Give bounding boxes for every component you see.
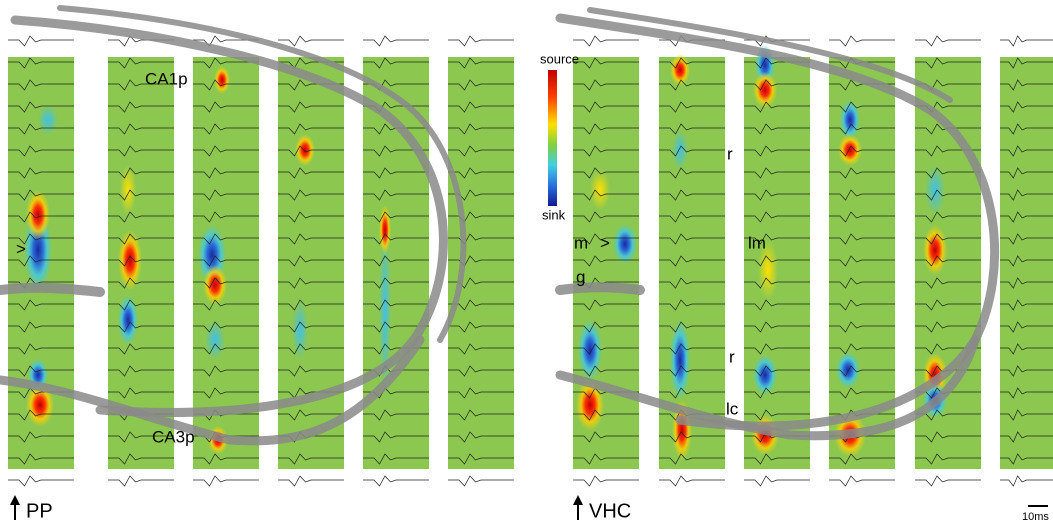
trace [659, 476, 725, 486]
csd-blob [118, 295, 138, 345]
region-label: CA1p [145, 69, 188, 88]
scale-label: 10ms [1022, 511, 1049, 523]
trace [829, 36, 895, 46]
trace [448, 476, 514, 486]
csd-blob [578, 320, 602, 380]
trace [573, 476, 639, 486]
colorbar-bottom: sink [542, 207, 566, 222]
trace [1000, 476, 1053, 486]
layer-label: lm [748, 233, 766, 252]
stimulus-label: VHC [589, 500, 631, 522]
csd-blob [38, 105, 58, 135]
trace [278, 36, 344, 46]
csd-column [448, 57, 514, 469]
csd-blob [838, 134, 862, 166]
trace [193, 476, 259, 486]
trace [915, 36, 981, 46]
trace [744, 476, 810, 486]
trace [1000, 36, 1053, 46]
marker-label: > [16, 239, 26, 258]
trace [829, 476, 895, 486]
layer-label: m [574, 233, 588, 252]
csd-blob [292, 300, 308, 360]
trace [363, 36, 429, 46]
csd-column [1000, 57, 1053, 469]
csd-blob [26, 190, 50, 240]
figure: source sink CA1p > CA3p m > g r lm r lc … [0, 0, 1053, 525]
region-label: CA3p [152, 427, 195, 446]
trace [8, 36, 74, 46]
csd-blob [214, 66, 230, 94]
trace [8, 476, 74, 486]
csd-blob [670, 320, 690, 400]
layer-label: lc [726, 399, 739, 418]
stimulus-arrow [10, 495, 583, 520]
trace [278, 476, 344, 486]
trace [108, 476, 174, 486]
trace [915, 476, 981, 486]
colorbar-top: source [540, 51, 579, 66]
colorbar [548, 70, 557, 206]
stimulus-label: PP [26, 500, 53, 522]
marker-label: > [600, 233, 610, 252]
layer-label: g [576, 267, 585, 286]
csd-blob [925, 165, 945, 215]
csd-blob [672, 130, 688, 170]
trace [448, 36, 514, 46]
csd-blob [590, 170, 610, 210]
csd-blob [753, 355, 777, 395]
layer-label: r [727, 144, 733, 163]
csd-blob [923, 225, 947, 275]
csd-blob [120, 165, 136, 215]
trace [573, 36, 639, 46]
layer-label: r [729, 347, 735, 366]
csd-blob [613, 224, 637, 264]
csd-blob [205, 320, 225, 360]
trace [363, 476, 429, 486]
csd-blob [753, 72, 777, 108]
